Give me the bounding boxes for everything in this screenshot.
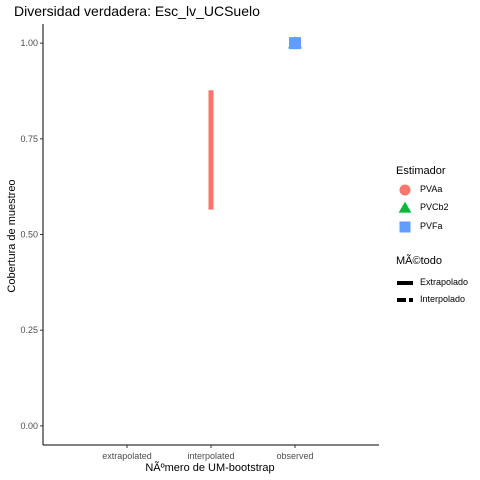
legend-item-pvaa: PVAa xyxy=(420,184,442,194)
point-pvfa xyxy=(289,37,301,49)
legend-item-interpolado: Interpolado xyxy=(420,294,465,304)
axes: 0.00 0.25 0.50 0.75 1.00 extrapolated interpol… xyxy=(20,24,379,461)
legend-item-pvcb2: PVCb2 xyxy=(420,202,449,212)
legend-keys xyxy=(397,185,413,301)
y-tick-label: 0.00 xyxy=(20,421,38,431)
chart-title: Diversidad verdadera: Esc_lv_UCSuelo xyxy=(14,3,260,19)
legend-key-pvaa xyxy=(400,185,411,196)
y-tick-label: 0.50 xyxy=(20,230,38,240)
y-tick-label: 0.25 xyxy=(20,325,38,335)
y-axis-label: Cobertura de muestreo xyxy=(6,179,18,292)
data-marks xyxy=(211,36,302,209)
legend-key-pvcb2 xyxy=(399,202,412,213)
x-tick-label: observed xyxy=(276,451,313,461)
y-tick-label: 0.75 xyxy=(20,134,38,144)
legend-item-pvfa: PVFa xyxy=(420,221,443,231)
legend-method-title: MÃ©todo xyxy=(396,255,442,267)
x-tick-label: interpolated xyxy=(187,451,234,461)
legend-key-pvfa xyxy=(400,222,411,233)
legend-estimator-title: Estimador xyxy=(396,165,446,177)
legend-item-extrapolado: Extrapolado xyxy=(420,277,468,287)
x-tick-label: extrapolated xyxy=(102,451,152,461)
x-axis-label: NÃºmero de UM-bootstrap xyxy=(145,462,274,474)
y-tick-label: 1.00 xyxy=(20,38,38,48)
